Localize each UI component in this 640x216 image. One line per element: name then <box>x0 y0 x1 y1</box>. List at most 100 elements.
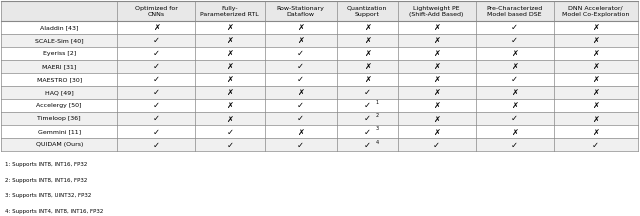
Text: ✗: ✗ <box>433 36 440 45</box>
Text: ✓: ✓ <box>152 36 159 45</box>
Text: ✓: ✓ <box>152 140 159 149</box>
Text: MAESTRO [30]: MAESTRO [30] <box>36 77 82 82</box>
Text: ✗: ✗ <box>297 88 304 97</box>
Text: Quantization
Support: Quantization Support <box>347 6 387 17</box>
Text: ✓: ✓ <box>511 140 518 149</box>
Text: ✗: ✗ <box>152 23 159 32</box>
Text: ✗: ✗ <box>433 114 440 123</box>
Text: Optimized for
CNNs: Optimized for CNNs <box>134 6 177 17</box>
Bar <box>1 60 637 73</box>
Text: ✗: ✗ <box>227 36 234 45</box>
Text: QUIDAM (Ours): QUIDAM (Ours) <box>36 142 83 148</box>
Text: ✗: ✗ <box>433 75 440 84</box>
Text: Timeloop [36]: Timeloop [36] <box>37 116 81 121</box>
Text: ✓: ✓ <box>364 101 371 110</box>
Text: ✗: ✗ <box>364 49 371 58</box>
Text: ✓: ✓ <box>152 88 159 97</box>
Text: ✗: ✗ <box>297 36 304 45</box>
Text: ✗: ✗ <box>592 127 599 137</box>
Text: HAQ [49]: HAQ [49] <box>45 91 74 95</box>
Bar <box>1 125 637 138</box>
Bar <box>1 99 637 112</box>
Text: ✓: ✓ <box>297 49 304 58</box>
Text: ✓: ✓ <box>511 36 518 45</box>
Text: ✗: ✗ <box>511 49 518 58</box>
Text: ✗: ✗ <box>511 101 518 110</box>
Text: ✓: ✓ <box>364 127 371 137</box>
Text: ✗: ✗ <box>592 75 599 84</box>
Text: ✓: ✓ <box>297 75 304 84</box>
Text: ✓: ✓ <box>152 101 159 110</box>
Text: ✓: ✓ <box>511 114 518 123</box>
Bar <box>1 138 637 151</box>
Text: ✓: ✓ <box>152 114 159 123</box>
Text: ✗: ✗ <box>592 88 599 97</box>
Bar <box>1 112 637 125</box>
Text: ✗: ✗ <box>364 75 371 84</box>
Text: ✗: ✗ <box>433 101 440 110</box>
Text: ✗: ✗ <box>364 23 371 32</box>
Bar <box>1 73 637 86</box>
Text: DNN Accelerator/
Model Co-Exploration: DNN Accelerator/ Model Co-Exploration <box>562 6 629 17</box>
Text: Accelergy [50]: Accelergy [50] <box>36 103 82 108</box>
Text: ✓: ✓ <box>433 140 440 149</box>
Text: ✓: ✓ <box>152 49 159 58</box>
Text: Pre-Characterized
Model based DSE: Pre-Characterized Model based DSE <box>486 6 543 17</box>
Text: ✗: ✗ <box>511 62 518 71</box>
Text: ✗: ✗ <box>592 62 599 71</box>
Text: 2: 2 <box>376 113 379 119</box>
Text: ✗: ✗ <box>592 101 599 110</box>
Text: ✗: ✗ <box>433 127 440 137</box>
Text: ✓: ✓ <box>364 140 371 149</box>
Text: ✓: ✓ <box>511 75 518 84</box>
Text: 3: Supports INT8, UINT32, FP32: 3: Supports INT8, UINT32, FP32 <box>4 194 91 199</box>
Text: ✓: ✓ <box>297 140 304 149</box>
Bar <box>1 34 637 47</box>
Text: ✗: ✗ <box>592 36 599 45</box>
Text: ✓: ✓ <box>227 127 234 137</box>
Text: ✗: ✗ <box>433 88 440 97</box>
Bar <box>1 1 637 21</box>
Text: ✓: ✓ <box>297 114 304 123</box>
Text: ✗: ✗ <box>227 49 234 58</box>
Text: ✗: ✗ <box>227 88 234 97</box>
Text: ✗: ✗ <box>511 88 518 97</box>
Text: ✗: ✗ <box>433 49 440 58</box>
Text: Fully-
Parameterized RTL: Fully- Parameterized RTL <box>200 6 259 17</box>
Text: ✓: ✓ <box>152 62 159 71</box>
Text: Row-Stationary
Dataflow: Row-Stationary Dataflow <box>276 6 324 17</box>
Bar <box>1 21 637 34</box>
Text: Eyeriss [2]: Eyeriss [2] <box>43 51 76 56</box>
Text: ✓: ✓ <box>364 88 371 97</box>
Text: 1: 1 <box>376 100 379 105</box>
Text: ✗: ✗ <box>364 36 371 45</box>
Text: ✗: ✗ <box>227 62 234 71</box>
Text: ✓: ✓ <box>152 127 159 137</box>
Text: ✗: ✗ <box>297 127 304 137</box>
Text: ✓: ✓ <box>152 75 159 84</box>
Bar <box>1 47 637 60</box>
Text: ✓: ✓ <box>297 62 304 71</box>
Text: MAERI [31]: MAERI [31] <box>42 64 76 69</box>
Text: ✗: ✗ <box>227 23 234 32</box>
Text: Lightweight PE
(Shift-Add Based): Lightweight PE (Shift-Add Based) <box>410 6 464 17</box>
Text: Gemmini [11]: Gemmini [11] <box>38 129 81 134</box>
Text: ✗: ✗ <box>511 127 518 137</box>
Text: ✗: ✗ <box>227 101 234 110</box>
Text: ✗: ✗ <box>592 23 599 32</box>
Text: 2: Supports INT8, INT16, FP32: 2: Supports INT8, INT16, FP32 <box>4 178 87 183</box>
Text: ✓: ✓ <box>511 23 518 32</box>
Text: ✗: ✗ <box>592 49 599 58</box>
Text: 4: Supports INT4, INT8, INT16, FP32: 4: Supports INT4, INT8, INT16, FP32 <box>4 209 103 214</box>
Text: 3: 3 <box>376 127 379 132</box>
Text: 4: 4 <box>376 140 379 145</box>
Text: 1: Supports INT8, INT16, FP32: 1: Supports INT8, INT16, FP32 <box>4 162 87 167</box>
Text: ✓: ✓ <box>592 140 599 149</box>
Text: ✗: ✗ <box>227 75 234 84</box>
Text: ✗: ✗ <box>364 62 371 71</box>
Text: ✗: ✗ <box>433 62 440 71</box>
Text: ✗: ✗ <box>227 114 234 123</box>
Text: ✓: ✓ <box>364 114 371 123</box>
Text: Aladdin [43]: Aladdin [43] <box>40 25 79 30</box>
Text: ✓: ✓ <box>297 101 304 110</box>
